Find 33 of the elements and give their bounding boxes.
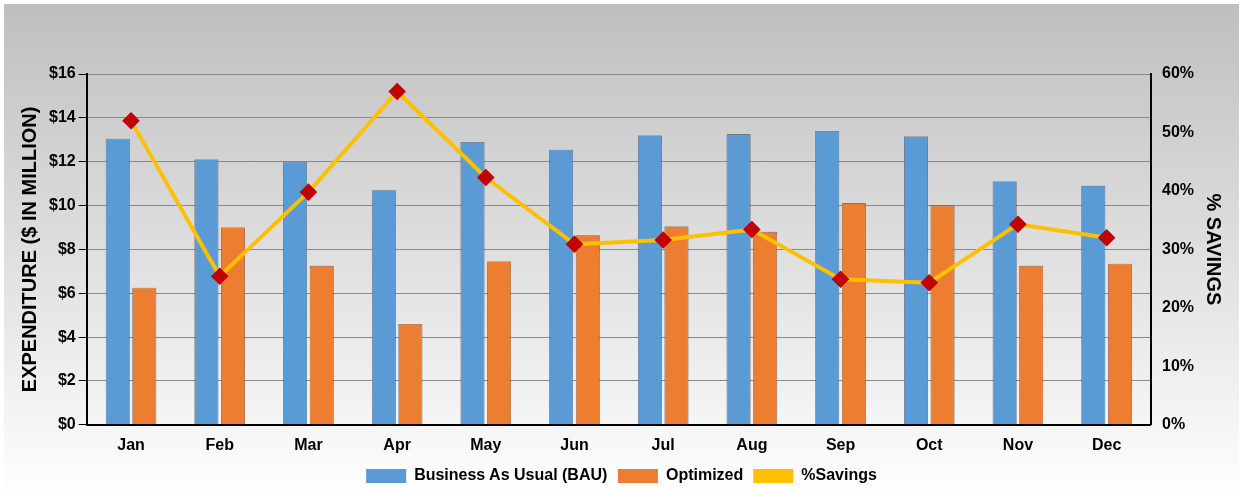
legend-label: Business As Usual (BAU) [414,466,608,484]
legend-label: Optimized [665,466,744,484]
y2-tick-label: 60% [1161,64,1195,82]
x-tick-label: Jun [560,435,589,453]
y-tick-label: $4 [57,327,76,345]
x-tick-label: Dec [1091,435,1122,453]
y-axis-title: EXPENDITURE ($ IN MILLION) [17,106,40,393]
x-tick-label: Jul [651,435,675,453]
y2-tick-label: 0% [1161,415,1186,433]
x-tick-label: Sep [825,435,856,453]
y-tick-label: $14 [48,108,76,126]
y2-tick-label: 30% [1161,239,1195,257]
y2-tick-label: 50% [1161,122,1195,140]
x-tick-label: Nov [1002,435,1034,453]
y-tick-label: $6 [57,283,76,301]
y-tick-label: $10 [48,195,76,213]
x-tick-label: Mar [294,435,323,453]
x-tick-label: Aug [736,435,768,453]
y-tick-label: $12 [48,152,76,170]
x-tick-label: Feb [205,435,235,453]
y2-tick-label: 40% [1161,181,1195,199]
y2-axis-title: % SAVINGS [1203,193,1226,306]
x-tick-label: Oct [915,435,944,453]
y2-tick-label: 20% [1161,298,1195,316]
x-tick-label: Jan [117,435,145,453]
y-tick-label: $0 [57,415,76,433]
legend-label: %Savings [801,466,877,484]
x-tick-label: May [470,435,502,453]
x-tick-label: Apr [383,435,411,453]
y-tick-label: $2 [57,371,76,389]
y2-tick-label: 10% [1161,356,1195,374]
y-tick-label: $8 [57,239,76,257]
y-tick-label: $16 [48,64,76,82]
